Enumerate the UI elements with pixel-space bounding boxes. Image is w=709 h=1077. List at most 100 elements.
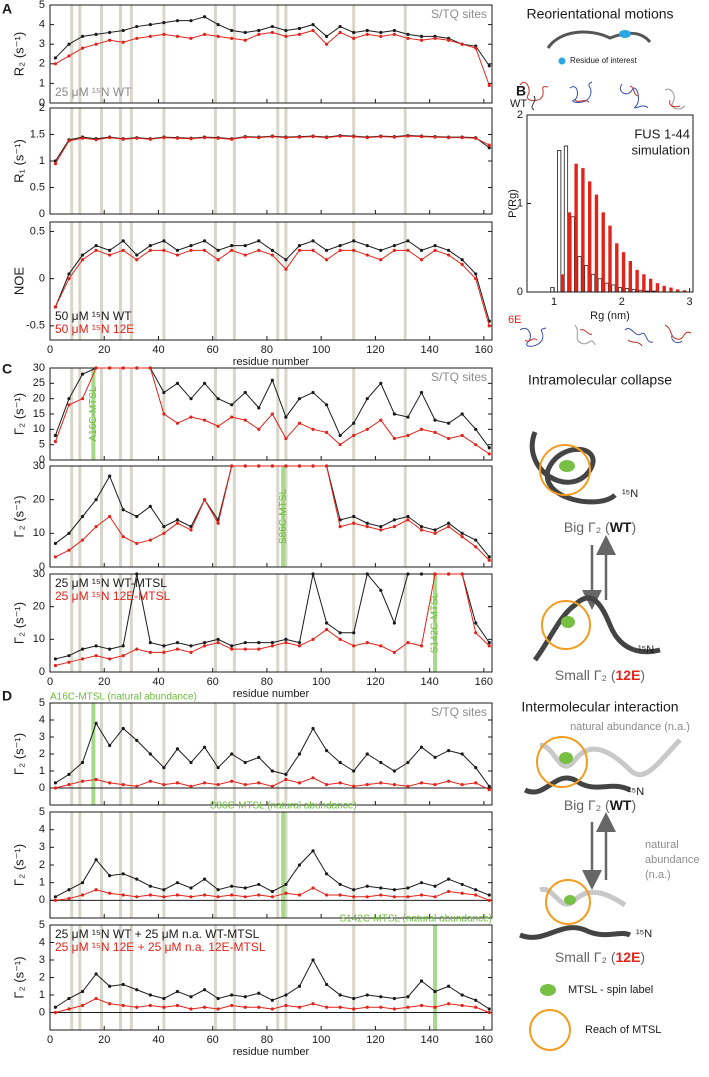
data-point	[352, 996, 356, 1001]
stq-band	[162, 703, 166, 805]
data-point	[379, 528, 383, 532]
x-tick-label: 100	[312, 1034, 330, 1046]
stq-band	[276, 812, 280, 918]
data-point	[406, 572, 410, 576]
stq-band	[78, 574, 82, 672]
snapshot-label: 6E	[508, 314, 521, 326]
y-tick-label: 1	[39, 877, 45, 889]
hist-bar	[648, 278, 653, 292]
data-point	[67, 54, 71, 58]
data-point	[406, 995, 410, 999]
spin-label	[564, 895, 576, 905]
stq-band	[352, 108, 356, 214]
y-tick-label: 0	[39, 894, 45, 906]
data-point	[392, 525, 396, 529]
data-point	[121, 982, 125, 987]
data-point	[460, 262, 464, 267]
data-point	[216, 397, 220, 401]
data-point	[230, 993, 234, 997]
data-point	[189, 36, 193, 40]
data-point	[80, 258, 85, 262]
data-point	[419, 525, 424, 529]
data-point	[189, 248, 193, 252]
section-title: Intermolecular interaction	[521, 699, 678, 715]
data-point	[447, 889, 451, 894]
data-point	[433, 1005, 437, 1009]
stq-band	[232, 5, 236, 103]
data-point	[270, 24, 274, 29]
data-point	[175, 781, 180, 785]
stq-band	[213, 5, 217, 103]
data-point	[297, 984, 302, 988]
data-point	[121, 654, 125, 658]
stq-band	[129, 108, 133, 214]
data-point	[94, 498, 98, 502]
data-point	[108, 253, 112, 257]
data-point	[419, 644, 424, 648]
data-point	[202, 745, 207, 749]
data-point	[433, 531, 437, 535]
data-point	[447, 877, 451, 881]
data-point	[433, 755, 437, 760]
data-point	[392, 1007, 396, 1011]
stq-band	[70, 466, 74, 567]
stq-band	[352, 222, 356, 340]
chain	[546, 30, 652, 49]
data-point	[94, 42, 98, 46]
data-point	[135, 514, 139, 519]
data-point	[392, 28, 396, 33]
data-point	[284, 436, 288, 441]
data-point	[162, 895, 166, 899]
data-point	[392, 32, 396, 37]
data-point	[460, 752, 464, 756]
reach-circle	[541, 600, 591, 650]
stq-band	[100, 222, 104, 340]
data-point	[447, 248, 451, 252]
data-point	[162, 783, 166, 787]
hist-bar	[557, 149, 562, 293]
chain	[539, 738, 682, 778]
hist-bar	[587, 181, 592, 292]
data-point	[243, 1005, 247, 1009]
data-point	[202, 781, 207, 785]
x-tick-label: 140	[420, 344, 438, 356]
stq-band	[162, 812, 166, 918]
data-point	[270, 644, 274, 648]
data-point	[80, 1003, 85, 1008]
data-point	[338, 244, 342, 248]
data-point	[460, 572, 464, 576]
data-point	[189, 137, 193, 141]
data-point	[94, 888, 98, 892]
na-label: natural	[645, 839, 679, 851]
y-tick-label: 0	[39, 666, 45, 678]
x-axis-label: Rg (nm)	[590, 310, 630, 322]
data-point	[352, 1007, 356, 1011]
data-point	[230, 415, 234, 419]
stq-band	[129, 466, 133, 567]
data-point	[67, 660, 71, 664]
data-point	[175, 34, 180, 38]
stq-band	[78, 703, 82, 805]
data-point	[67, 139, 71, 143]
y-axis-label: R₁ (s⁻¹)	[11, 139, 26, 183]
data-point	[487, 898, 491, 902]
data-point	[162, 239, 166, 243]
data-point	[202, 418, 207, 422]
hist-bar	[642, 274, 646, 292]
data-point	[324, 783, 329, 787]
data-point	[162, 525, 166, 529]
data-point	[352, 248, 356, 252]
stq-band	[276, 466, 280, 567]
x-tick-label: 1	[551, 296, 557, 308]
data-point	[297, 1005, 302, 1009]
stq-band	[213, 108, 217, 214]
data-point	[352, 521, 356, 525]
data-point	[447, 572, 451, 576]
stq-label: S/TQ sites	[431, 370, 487, 384]
data-point	[121, 137, 125, 141]
data-point	[474, 1005, 478, 1009]
data-point	[189, 415, 193, 419]
data-point	[94, 972, 98, 976]
data-point	[270, 412, 274, 416]
data-point	[379, 644, 383, 648]
